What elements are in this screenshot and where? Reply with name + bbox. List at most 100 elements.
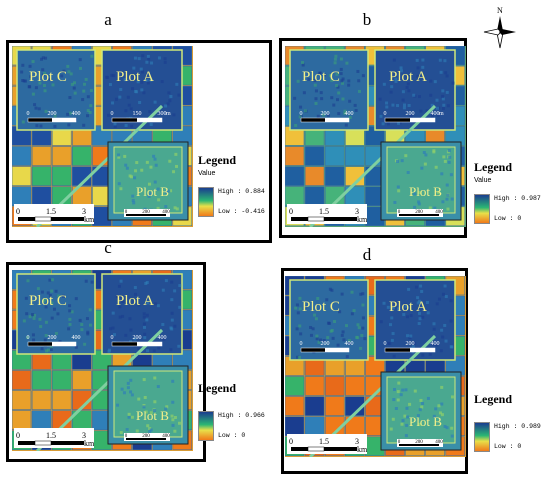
plot-texture xyxy=(416,66,420,70)
scale-box-plot-b xyxy=(397,439,443,447)
plot-texture xyxy=(67,70,71,74)
plot-texture xyxy=(149,122,153,126)
plot-texture xyxy=(345,61,349,65)
plot-texture xyxy=(160,80,164,84)
plot-texture xyxy=(117,153,121,157)
field-parcel xyxy=(51,166,72,186)
plot-texture xyxy=(124,109,128,113)
plot-texture xyxy=(73,81,77,85)
plot-texture xyxy=(68,96,72,100)
plot-texture xyxy=(89,104,93,108)
plot-texture xyxy=(446,207,450,211)
plot-texture xyxy=(354,108,358,112)
panel-letter-b: b xyxy=(362,10,372,29)
scale-tick-label-plot-b: 0 xyxy=(398,440,401,445)
plot-texture xyxy=(66,112,70,116)
plot-texture xyxy=(417,191,421,195)
plot-texture xyxy=(359,346,363,350)
plot-texture xyxy=(350,312,354,316)
plot-texture xyxy=(320,97,324,101)
plot-texture xyxy=(134,169,138,173)
scale-tick-label-plot-a: 400 xyxy=(431,341,440,347)
plot-texture xyxy=(399,69,403,73)
plot-texture xyxy=(341,330,345,334)
plot-texture xyxy=(337,112,341,116)
plot-texture xyxy=(357,326,361,330)
plot-texture xyxy=(68,111,72,115)
plot-texture xyxy=(41,73,45,77)
plot-b-inner xyxy=(113,146,183,214)
plot-texture xyxy=(166,102,170,106)
plot-texture xyxy=(82,82,86,86)
legend-value-label: Value xyxy=(474,177,492,184)
plot-texture xyxy=(34,86,38,90)
plot-texture xyxy=(435,302,439,306)
plot-c-label: Plot C xyxy=(29,293,67,309)
plot-texture xyxy=(334,54,338,58)
scale-tick-label-main: 1.5 xyxy=(319,437,329,446)
plot-texture xyxy=(170,298,174,302)
plot-texture xyxy=(48,77,52,81)
plot-texture xyxy=(28,315,32,319)
plot-texture xyxy=(145,160,149,164)
plot-texture xyxy=(86,109,90,113)
plot-texture xyxy=(401,90,405,94)
plot-texture xyxy=(177,344,181,348)
plot-texture xyxy=(303,305,307,309)
plot-texture xyxy=(317,340,321,344)
scale-tick-label-plot-b: 400 xyxy=(162,210,170,215)
plot-texture xyxy=(110,73,114,77)
scale-tick-label-main: 1.5 xyxy=(319,207,329,216)
scale-tick-label-plot-b: 400 xyxy=(435,440,443,445)
scale-tick-label-plot-c: 200 xyxy=(321,111,330,117)
plot-texture xyxy=(149,411,153,415)
plot-texture xyxy=(81,98,85,102)
plot-texture xyxy=(70,310,74,314)
plot-texture xyxy=(316,114,320,118)
plot-texture xyxy=(168,159,172,163)
plot-texture xyxy=(398,121,402,125)
plot-texture xyxy=(417,322,421,326)
plot-texture xyxy=(339,67,343,71)
plot-texture xyxy=(178,284,182,288)
plot-texture xyxy=(67,123,71,127)
plot-texture xyxy=(20,70,24,74)
plot-texture xyxy=(111,326,115,330)
field-parcel xyxy=(304,376,325,396)
plot-texture xyxy=(420,166,424,170)
field-parcel xyxy=(304,146,325,166)
map-c: Plot C Plot A Plot B 0 200 400 0 200 400 0 200 400 0… xyxy=(12,270,193,451)
north-label: N xyxy=(497,6,503,15)
plot-texture xyxy=(145,313,149,317)
plot-texture xyxy=(124,123,128,127)
plot-texture xyxy=(449,173,453,177)
plot-texture xyxy=(424,153,428,157)
plot-texture xyxy=(361,316,365,320)
plot-texture xyxy=(43,298,47,302)
plot-texture xyxy=(146,349,150,353)
field-parcel xyxy=(31,146,52,166)
plot-texture xyxy=(391,306,395,310)
plot-texture xyxy=(46,291,50,295)
plot-texture xyxy=(340,292,344,296)
plot-texture xyxy=(416,301,420,305)
plot-texture xyxy=(173,289,177,293)
scale-tick-label-plot-b: 200 xyxy=(142,434,150,439)
scale-tick-label-main: 3 xyxy=(82,207,86,216)
legend-low: Low : 0 xyxy=(494,215,522,222)
plot-texture xyxy=(432,414,436,418)
plot-a-area xyxy=(374,279,456,361)
plot-texture xyxy=(447,160,451,164)
plot-texture xyxy=(428,352,432,356)
plot-texture xyxy=(132,201,136,205)
plot-texture xyxy=(326,113,330,117)
plot-texture xyxy=(421,65,425,69)
plot-texture xyxy=(121,314,125,318)
plot-texture xyxy=(32,338,36,342)
plot-texture xyxy=(44,320,48,324)
plot-texture xyxy=(136,80,140,84)
plot-texture xyxy=(444,339,448,343)
plot-texture xyxy=(391,417,395,421)
plot-texture xyxy=(412,93,416,97)
plot-texture xyxy=(443,284,447,288)
